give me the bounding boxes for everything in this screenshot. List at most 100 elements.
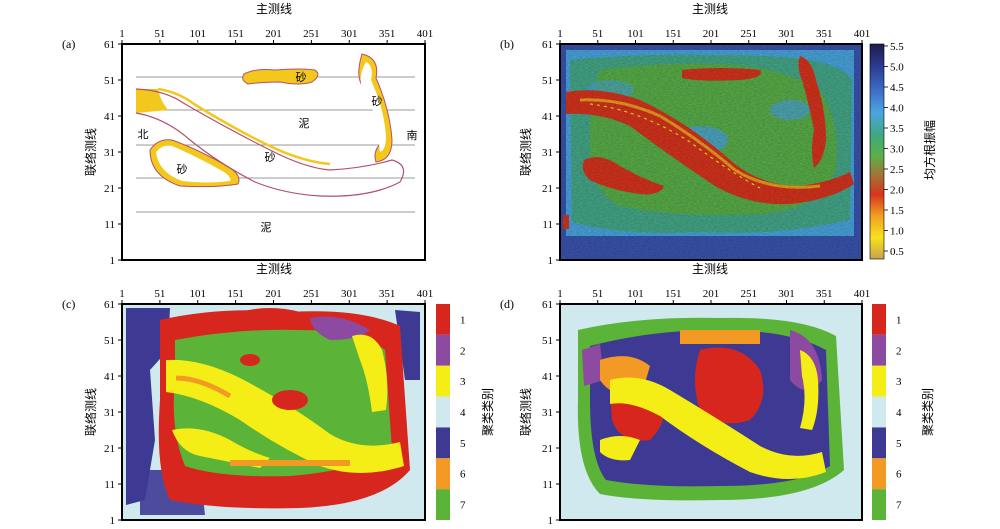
xtick-label: 251 xyxy=(741,288,758,300)
xtick-label: 151 xyxy=(665,288,682,300)
legend-swatch xyxy=(872,334,886,366)
annotation-mud-1: 泥 xyxy=(299,117,310,130)
ytick-label: 21 xyxy=(542,443,553,455)
legend-c-label: 聚类类别 xyxy=(481,388,495,436)
legend-class-label: 6 xyxy=(896,469,902,481)
ytick-label: 31 xyxy=(542,407,553,419)
xtick-label: 301 xyxy=(778,288,795,300)
legend-swatch xyxy=(872,427,886,459)
ytick-label: 61 xyxy=(104,299,115,311)
xtick-label: 101 xyxy=(190,28,207,40)
ytick-label: 51 xyxy=(542,335,553,347)
legend-swatch xyxy=(436,304,450,335)
panel-d-label: (d) xyxy=(500,297,514,311)
legend-swatch xyxy=(436,458,450,490)
colorbar-b-label: 均方根振幅 xyxy=(922,120,937,180)
xtick-label: 401 xyxy=(854,28,871,40)
xtick-label: 151 xyxy=(227,28,244,40)
ytick-label: 1 xyxy=(548,255,554,267)
ytick-label: 21 xyxy=(104,183,115,195)
xtick-label: 351 xyxy=(379,28,396,40)
ytick-label: 1 xyxy=(110,515,116,527)
xtick-label: 151 xyxy=(227,288,244,300)
legend-swatch xyxy=(436,365,450,397)
panel-b-xlabel: 主测线 xyxy=(692,2,728,16)
xtick-label: 401 xyxy=(417,288,434,300)
sand-body-southwest-inner xyxy=(156,145,231,183)
legend-class-label: 1 xyxy=(460,314,466,326)
xtick-label: 1 xyxy=(557,288,563,300)
ytick-label: 41 xyxy=(104,371,115,383)
annotation-sand-1: 砂 xyxy=(296,71,307,84)
colorbar-tick-label: 1.0 xyxy=(890,226,904,238)
colorbar-tick-label: 3.0 xyxy=(890,144,904,156)
panel-b-label: (b) xyxy=(500,37,514,51)
panel-d-ylabel: 联络测线 xyxy=(518,388,533,436)
main-channel-fill xyxy=(157,87,331,166)
panel-d-map xyxy=(560,304,862,520)
xtick-label: 1 xyxy=(119,28,125,40)
ytick-label: 51 xyxy=(104,75,115,87)
legend-class-label: 3 xyxy=(460,376,466,388)
xtick-label: 201 xyxy=(703,28,720,40)
xtick-label: 51 xyxy=(154,288,165,300)
ytick-label: 61 xyxy=(542,299,553,311)
ytick-label: 21 xyxy=(104,443,115,455)
xtick-label: 51 xyxy=(592,288,603,300)
xtick-label: 351 xyxy=(816,288,833,300)
ytick-label: 31 xyxy=(104,407,115,419)
xtick-label: 51 xyxy=(154,28,165,40)
annotation-sand-2: 砂 xyxy=(372,95,383,108)
legend-class-label: 7 xyxy=(896,500,902,512)
legend-class-label: 4 xyxy=(896,407,902,419)
sand-body-east-inner xyxy=(360,62,386,152)
colorbar-tick-label: 5.5 xyxy=(890,41,904,53)
panel-a-map xyxy=(122,44,425,260)
colorbar-tick-label: 2.5 xyxy=(890,164,904,176)
xtick-label: 51 xyxy=(592,28,603,40)
ytick-label: 11 xyxy=(542,219,553,231)
panel-b-map xyxy=(560,44,862,260)
ytick-label: 41 xyxy=(542,371,553,383)
legend-swatch xyxy=(436,427,450,459)
legend-class-label: 3 xyxy=(896,376,902,388)
cluster-main-channel-c xyxy=(166,359,404,473)
panel-d-xlabel: 主测线 xyxy=(692,262,728,276)
colorbar-tick-label: 0.5 xyxy=(890,246,904,258)
legend-class-label: 5 xyxy=(460,438,466,450)
ytick-label: 31 xyxy=(104,147,115,159)
xtick-label: 101 xyxy=(627,28,644,40)
sand-body-north xyxy=(242,68,319,85)
legend-swatch xyxy=(436,489,450,520)
cluster-main-channel-d xyxy=(610,377,826,479)
legend-class-label: 5 xyxy=(896,438,902,450)
colorbar-b xyxy=(869,43,885,260)
ytick-label: 21 xyxy=(542,183,553,195)
sand-body-west xyxy=(136,89,168,113)
xtick-label: 101 xyxy=(627,288,644,300)
panel-c-xlabel: 主测线 xyxy=(256,262,292,276)
xtick-label: 351 xyxy=(816,28,833,40)
legend-class-label: 4 xyxy=(460,407,466,419)
xtick-label: 301 xyxy=(778,28,795,40)
colorbar-tick-label: 2.0 xyxy=(890,185,904,197)
annotation-south: 南 xyxy=(407,129,418,142)
legend-swatch xyxy=(872,489,886,520)
legend-swatch xyxy=(872,304,886,335)
annotation-north: 北 xyxy=(138,128,149,141)
colorbar-tick-label: 4.5 xyxy=(890,82,904,94)
xtick-label: 201 xyxy=(703,288,720,300)
colorbar-b-ticks: 5.5 5.0 4.5 4.0 3.5 3.0 2.5 2.0 1.5 1.0 0.5 xyxy=(884,41,904,258)
panel-a-ylabel: 联络测线 xyxy=(83,128,98,176)
ytick-label: 11 xyxy=(104,479,115,491)
legend-swatch xyxy=(872,365,886,397)
annotation-mud-2: 泥 xyxy=(261,221,272,234)
legend-class-label: 7 xyxy=(460,500,466,512)
legend-swatch xyxy=(436,396,450,428)
